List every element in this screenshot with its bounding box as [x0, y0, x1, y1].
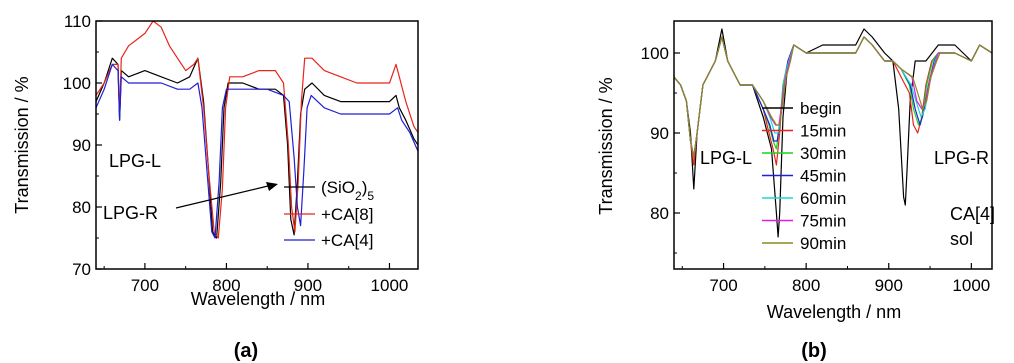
- chart-a-xlabel: Wavelength / nm: [191, 289, 325, 309]
- chart-b-annotation-ca4: CA[4]: [950, 204, 995, 224]
- panel-label-a: (a): [234, 340, 258, 362]
- chart-b-plot-area: [674, 28, 992, 238]
- legend-b-label-begin: begin: [800, 99, 842, 118]
- legend-b-label-90min: 90min: [800, 234, 846, 253]
- y-tick-label: 100: [641, 44, 669, 63]
- chart-b-legend: begin 15min 30min 45min 60min 75min 90min: [762, 99, 846, 253]
- y-tick-label: 100: [63, 74, 91, 93]
- chart-a-y-ticks: 70 80 90 100 110: [63, 12, 102, 279]
- chart-a-plot-area: [96, 21, 418, 239]
- y-tick-label: 110: [64, 12, 91, 31]
- x-tick-label: 900: [875, 276, 903, 295]
- chart-b-x-ticks: 700 800 900 1000: [681, 263, 990, 295]
- chart-b-frame: [673, 20, 993, 270]
- legend-b-label-75min: 75min: [800, 212, 846, 231]
- x-tick-label: 1000: [371, 276, 409, 295]
- y-tick-label: 80: [650, 204, 669, 223]
- x-tick-label: 800: [792, 276, 820, 295]
- chart-b-ylabel: Transmission / %: [596, 77, 616, 214]
- panel-label-b: (b): [801, 340, 827, 362]
- y-tick-label: 80: [72, 198, 91, 217]
- chart-a-legend: (SiO2)5 +CA[8] +CA[4]: [284, 178, 374, 250]
- legend-b-label-60min: 60min: [800, 189, 846, 208]
- chart-b-annotation-lpg-l: LPG-L: [700, 148, 752, 168]
- y-tick-label: 90: [72, 136, 91, 155]
- chart-b: 700 800 900 1000 80 90 100 Wavelength / nm Tr…: [596, 20, 995, 362]
- chart-a-ylabel: Transmission / %: [12, 76, 32, 213]
- y-tick-label: 70: [72, 260, 91, 279]
- legend-b-label-15min: 15min: [800, 122, 846, 141]
- legend-a-label-ca4: +CA[4]: [321, 231, 373, 250]
- legend-b-label-30min: 30min: [800, 144, 846, 163]
- chart-b-xlabel: Wavelength / nm: [767, 302, 901, 322]
- series-line-a-0: [96, 57, 418, 239]
- series-line-a-1: [96, 21, 418, 239]
- x-tick-label: 900: [294, 276, 322, 295]
- series-line-a-2: [96, 63, 418, 239]
- x-tick-label: 1000: [952, 276, 990, 295]
- series-line-b-6: [674, 36, 992, 158]
- chart-a-annotation-lpg-l: LPG-L: [109, 151, 161, 171]
- legend-b-label-45min: 45min: [800, 167, 846, 186]
- chart-b-annotation-lpg-r: LPG-R: [934, 148, 989, 168]
- x-tick-label: 700: [709, 276, 737, 295]
- chart-a: 700 800 900 1000 70 80 90 100 110 Wavelength / …: [12, 12, 419, 362]
- chart-b-y-ticks: 80 90 100: [641, 44, 680, 254]
- chart-a-x-ticks: 700 800 900 1000: [103, 263, 409, 295]
- chart-a-annotation-arrow: [175, 182, 278, 209]
- chart-b-annotation-sol: sol: [950, 229, 973, 249]
- legend-a-label-ca8: +CA[8]: [321, 205, 373, 224]
- x-tick-label: 700: [131, 276, 159, 295]
- y-tick-label: 90: [650, 124, 669, 143]
- legend-a-label-sio2: (SiO2)5: [321, 178, 374, 203]
- chart-a-annotation-lpg-r: LPG-R: [103, 203, 158, 223]
- x-tick-label: 800: [212, 276, 240, 295]
